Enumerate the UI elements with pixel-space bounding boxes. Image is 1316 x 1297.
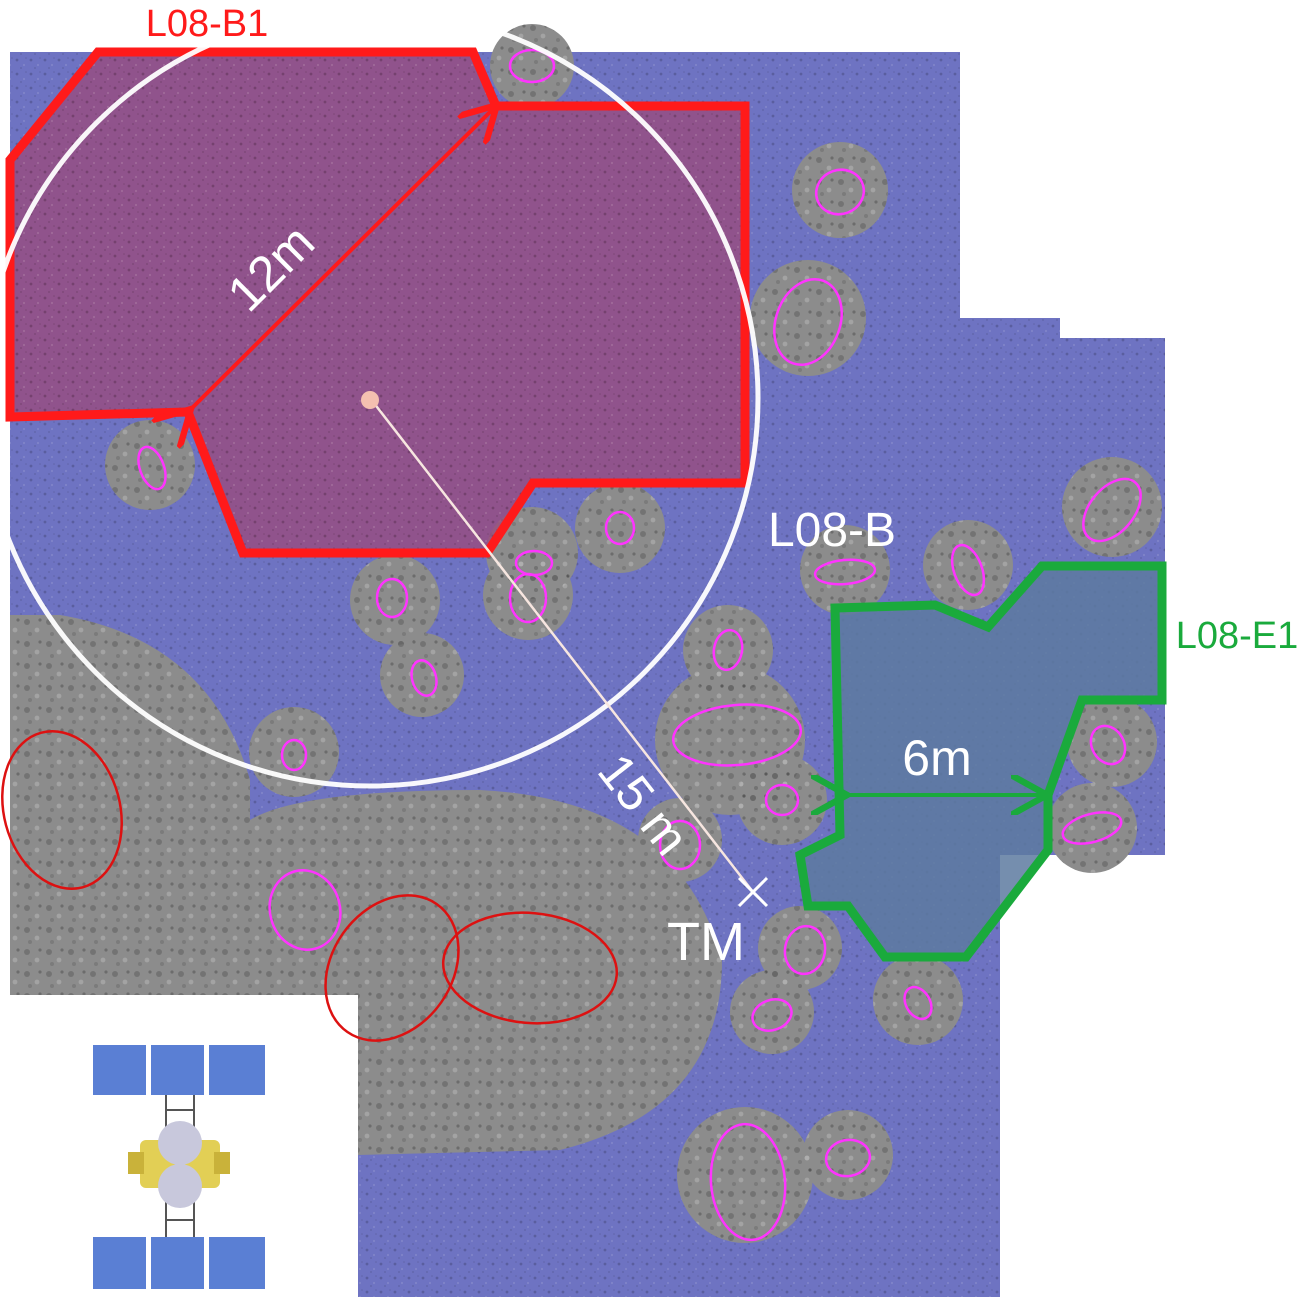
small-boulder-texture bbox=[105, 24, 1162, 1243]
large-boulder-field bbox=[10, 615, 722, 1155]
boulder-outlines-magenta bbox=[137, 48, 1142, 1242]
label-6m: 6m bbox=[902, 730, 971, 786]
boulder-outlines-red bbox=[1, 730, 619, 1042]
label-l08-e1: L08-E1 bbox=[1176, 615, 1299, 657]
target-marker-icon bbox=[737, 876, 769, 908]
spacecraft-icon bbox=[0, 1000, 300, 1297]
region-l08-e1 bbox=[795, 561, 1167, 962]
label-l08-b1: L08-B1 bbox=[146, 3, 269, 45]
label-tm: TM bbox=[667, 912, 745, 972]
line-15m bbox=[369, 397, 754, 893]
label-l08-b: L08-B bbox=[768, 504, 896, 557]
arrow-12m bbox=[188, 108, 494, 412]
center-point bbox=[361, 391, 379, 409]
circle-l08-b bbox=[0, 7, 761, 789]
